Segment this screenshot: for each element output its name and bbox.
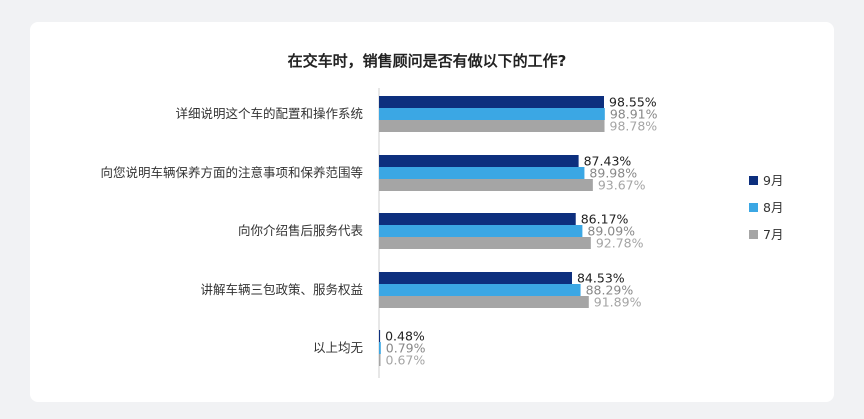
bar — [379, 96, 604, 108]
data-label: 98.91% — [610, 107, 658, 122]
chart-card — [30, 22, 834, 402]
category-label: 向您说明车辆保养方面的注意事项和保养范围等 — [100, 165, 363, 180]
bar — [379, 272, 572, 284]
bar — [379, 342, 381, 354]
bar — [379, 213, 576, 225]
data-label: 93.67% — [598, 178, 646, 193]
data-label: 87.43% — [584, 154, 632, 169]
category-label: 讲解车辆三包政策、服务权益 — [200, 282, 363, 297]
data-label: 86.17% — [581, 212, 629, 227]
legend-swatch — [749, 203, 758, 212]
data-label: 92.78% — [596, 236, 644, 251]
bar — [379, 155, 579, 167]
data-label: 89.09% — [587, 224, 635, 239]
legend-label: 7月 — [763, 227, 783, 242]
bar — [379, 108, 605, 120]
bar — [379, 284, 581, 296]
bar — [379, 120, 605, 132]
data-label: 91.89% — [594, 295, 642, 310]
legend-swatch — [749, 230, 758, 239]
category-label: 详细说明这个车的配置和操作系统 — [175, 106, 363, 121]
data-label: 0.79% — [386, 341, 426, 356]
bar — [379, 330, 381, 342]
data-label: 98.55% — [609, 95, 657, 110]
legend-label: 9月 — [763, 173, 783, 188]
bar — [379, 225, 583, 237]
data-label: 98.78% — [610, 119, 658, 134]
data-label: 89.98% — [589, 166, 637, 181]
bar — [379, 237, 591, 249]
legend-label: 8月 — [763, 200, 783, 215]
data-label: 0.48% — [385, 329, 425, 344]
category-label: 向你介绍售后服务代表 — [238, 223, 364, 238]
legend-swatch — [749, 176, 758, 185]
bar — [379, 296, 589, 308]
bar — [379, 354, 381, 366]
data-label: 0.67% — [386, 353, 426, 368]
chart-title: 在交车时，销售顾问是否有做以下的工作? — [288, 52, 567, 70]
data-label: 88.29% — [586, 283, 634, 298]
data-label: 84.53% — [577, 271, 625, 286]
bar — [379, 167, 585, 179]
bar — [379, 179, 593, 191]
category-label: 以上均无 — [313, 340, 363, 355]
